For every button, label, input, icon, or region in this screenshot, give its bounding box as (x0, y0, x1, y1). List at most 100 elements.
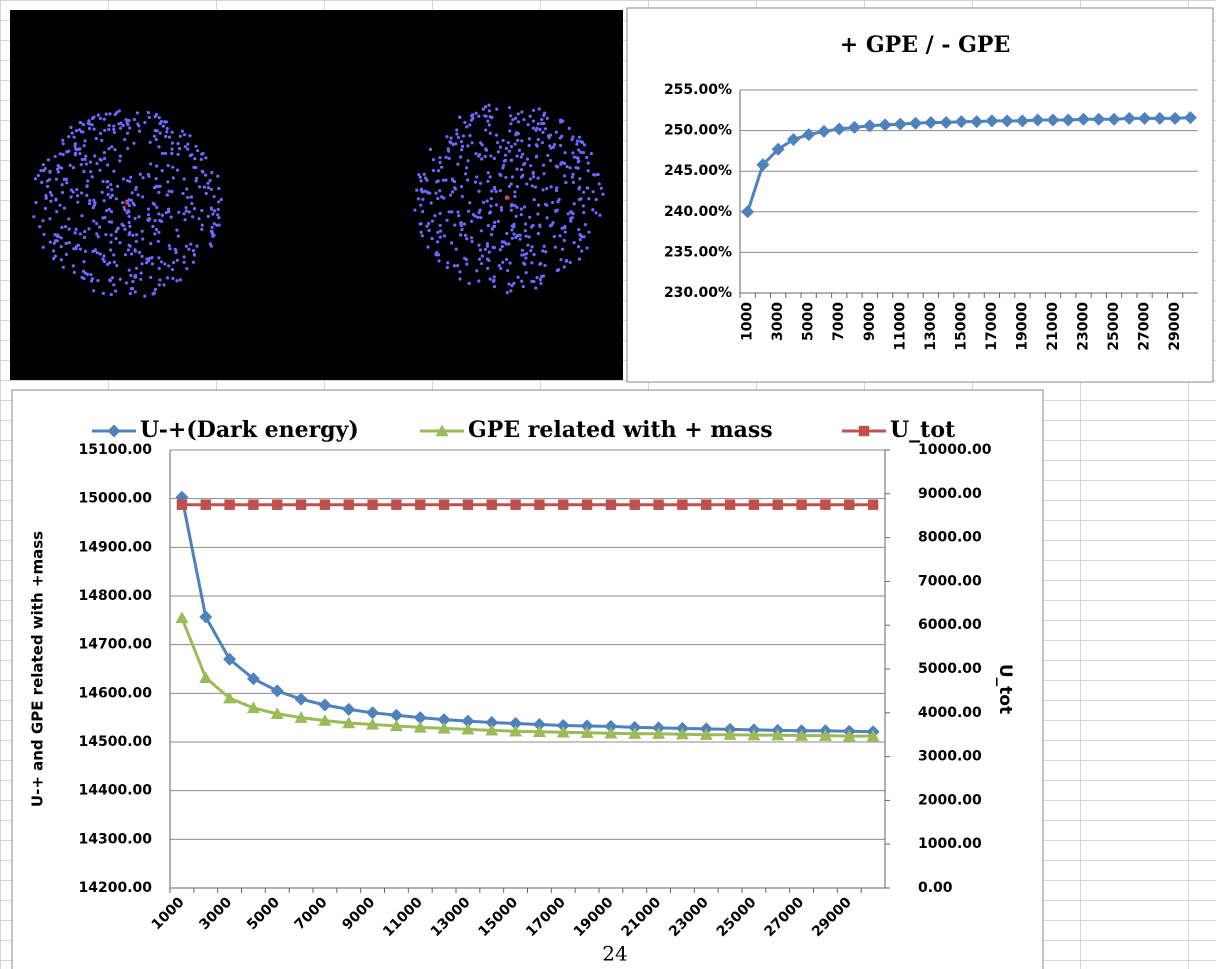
particle (523, 222, 528, 226)
particle (83, 249, 88, 254)
particle (586, 161, 590, 165)
particle (127, 243, 131, 247)
particle (188, 154, 192, 158)
particle (216, 213, 220, 217)
marker (200, 499, 211, 510)
particle (585, 246, 589, 250)
x-tick-label: 23000 (1076, 302, 1092, 351)
particle (437, 259, 441, 263)
particle (513, 142, 517, 146)
particle (113, 148, 117, 152)
particle (572, 241, 576, 245)
particle (129, 175, 133, 179)
particle (518, 237, 522, 241)
particle (67, 227, 71, 231)
particle (475, 175, 479, 179)
particle (419, 187, 424, 191)
particle (156, 239, 160, 244)
particle (77, 147, 81, 151)
particle (60, 166, 64, 170)
particle (93, 154, 97, 158)
particle (425, 224, 429, 228)
particle (571, 135, 575, 139)
particle (478, 257, 482, 261)
particle (104, 232, 108, 237)
marker (1092, 112, 1106, 126)
particle (61, 142, 65, 146)
particle (576, 166, 580, 170)
particle (532, 252, 536, 257)
y2-tick-label: 8000.00 (918, 530, 982, 546)
particle (177, 147, 182, 151)
particle (112, 253, 116, 257)
particle (101, 216, 105, 220)
particle (470, 114, 474, 118)
particle (483, 105, 488, 109)
particle (501, 138, 505, 143)
particle (82, 169, 86, 174)
particle (563, 230, 567, 234)
particle (210, 171, 214, 175)
marker (199, 671, 213, 683)
particle (129, 198, 134, 202)
particle (193, 157, 197, 161)
particle (149, 241, 153, 246)
particle (516, 138, 520, 142)
particle (52, 241, 56, 245)
particle (477, 189, 481, 193)
particle (455, 132, 459, 136)
particle (534, 154, 539, 158)
particle (499, 205, 503, 210)
particle (64, 252, 68, 257)
particle (438, 189, 442, 193)
particle (556, 268, 560, 272)
particle (594, 197, 598, 202)
particle (84, 162, 88, 166)
particle (431, 168, 435, 173)
particle (502, 163, 506, 167)
particle (450, 177, 455, 181)
particle (72, 135, 76, 139)
particle (141, 237, 145, 241)
particle (58, 203, 62, 207)
y-tick-label: 255.00% (664, 82, 732, 98)
page-number: 24 (602, 942, 627, 966)
particle (518, 233, 522, 237)
particle (447, 156, 451, 160)
particle (416, 197, 421, 201)
particle (504, 257, 509, 262)
marker (413, 720, 427, 733)
particle (200, 227, 204, 231)
particle (567, 126, 571, 131)
marker (653, 499, 664, 510)
particle (70, 131, 74, 135)
particle (483, 154, 487, 159)
particle (505, 290, 509, 295)
particle (528, 215, 532, 219)
particle (512, 281, 516, 285)
particle (74, 244, 79, 248)
particle (118, 159, 122, 163)
marker (1015, 114, 1029, 128)
legend-label: GPE related with + mass (468, 417, 773, 443)
particle (109, 182, 113, 187)
particle (160, 219, 164, 224)
particle (586, 186, 590, 190)
marker (771, 142, 785, 156)
particle (133, 248, 137, 252)
particle (577, 227, 581, 232)
particle (488, 175, 492, 179)
particle (135, 233, 139, 237)
particle (161, 124, 166, 128)
particle (211, 234, 215, 238)
particle (78, 151, 82, 156)
particle (507, 149, 511, 153)
marker (389, 708, 403, 722)
particle (477, 279, 481, 283)
particle (509, 122, 513, 126)
particle (495, 140, 500, 145)
particle (466, 159, 470, 163)
particle (601, 192, 605, 196)
particle (92, 289, 96, 293)
